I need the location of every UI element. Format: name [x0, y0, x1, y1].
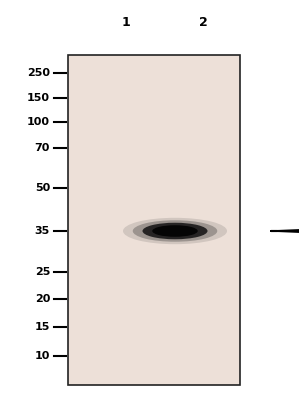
- Text: 35: 35: [35, 226, 50, 236]
- Text: 20: 20: [35, 294, 50, 304]
- Text: 10: 10: [35, 351, 50, 361]
- Ellipse shape: [143, 223, 208, 239]
- Text: 70: 70: [35, 143, 50, 153]
- Ellipse shape: [133, 220, 217, 242]
- Text: 15: 15: [35, 322, 50, 332]
- Text: 1: 1: [121, 16, 130, 28]
- Ellipse shape: [152, 225, 198, 237]
- Text: 250: 250: [27, 68, 50, 78]
- Text: 150: 150: [27, 93, 50, 103]
- Text: 100: 100: [27, 117, 50, 127]
- Text: 25: 25: [35, 267, 50, 277]
- Text: 2: 2: [199, 16, 208, 28]
- Text: 50: 50: [35, 183, 50, 193]
- Ellipse shape: [123, 218, 227, 244]
- Bar: [68, 55, 240, 385]
